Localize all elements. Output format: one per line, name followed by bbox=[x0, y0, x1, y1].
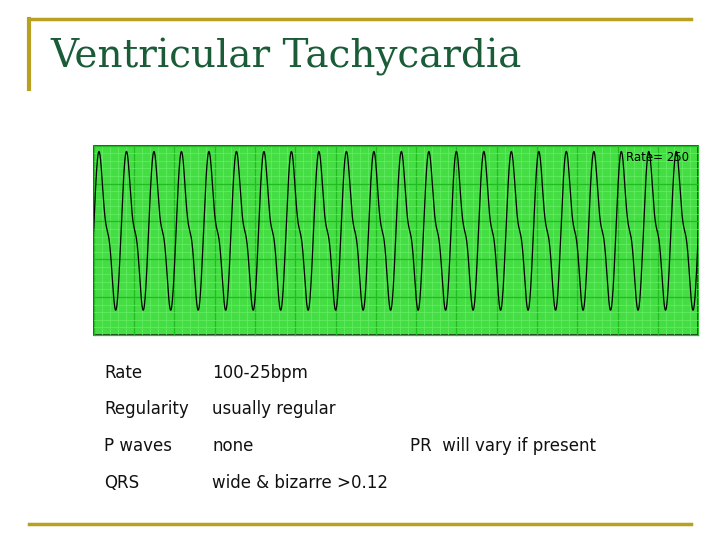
Text: 100-25bpm: 100-25bpm bbox=[212, 363, 308, 382]
Text: P waves: P waves bbox=[104, 437, 172, 455]
Text: none: none bbox=[212, 437, 253, 455]
Text: wide & bizarre >0.12: wide & bizarre >0.12 bbox=[212, 474, 388, 492]
Text: Rate: Rate bbox=[104, 363, 143, 382]
Text: Rate= 250: Rate= 250 bbox=[626, 151, 689, 165]
FancyBboxPatch shape bbox=[94, 146, 698, 335]
Text: Regularity: Regularity bbox=[104, 400, 189, 418]
Text: usually regular: usually regular bbox=[212, 400, 336, 418]
Text: QRS: QRS bbox=[104, 474, 140, 492]
Text: PR  will vary if present: PR will vary if present bbox=[410, 437, 596, 455]
Text: Ventricular Tachycardia: Ventricular Tachycardia bbox=[50, 38, 522, 76]
